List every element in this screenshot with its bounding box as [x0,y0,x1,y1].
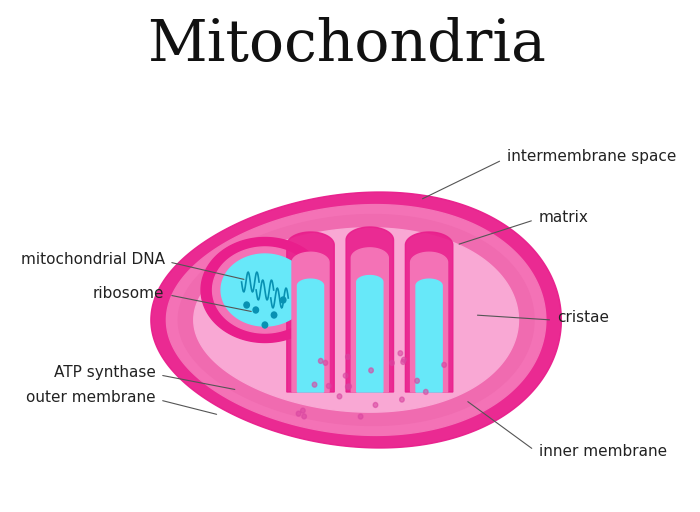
Polygon shape [298,279,323,392]
Circle shape [296,411,301,416]
Circle shape [302,414,307,419]
Circle shape [424,390,428,394]
Circle shape [312,382,317,387]
Circle shape [442,362,447,368]
Polygon shape [201,238,329,343]
Polygon shape [411,252,447,392]
Circle shape [402,357,406,362]
Text: ATP synthase: ATP synthase [54,366,155,380]
Polygon shape [292,252,329,392]
Polygon shape [194,228,519,412]
Circle shape [401,359,405,365]
Polygon shape [357,275,383,392]
Circle shape [300,408,305,413]
Circle shape [244,302,249,308]
Polygon shape [178,215,534,425]
Circle shape [400,397,404,402]
Circle shape [318,358,323,364]
Circle shape [415,378,419,383]
Text: intermembrane space: intermembrane space [507,150,676,164]
Circle shape [390,360,394,366]
Circle shape [346,354,350,359]
Text: Mitochondria: Mitochondria [148,17,547,73]
Polygon shape [221,254,309,326]
Circle shape [272,312,276,318]
Circle shape [346,384,350,389]
Text: mitochondrial DNA: mitochondrial DNA [20,252,164,267]
Circle shape [373,402,378,408]
Polygon shape [416,279,442,392]
Text: inner membrane: inner membrane [538,444,666,459]
Circle shape [369,368,373,373]
Circle shape [343,373,348,378]
Polygon shape [213,247,317,333]
Polygon shape [151,192,561,448]
Circle shape [323,360,328,366]
Polygon shape [351,248,388,392]
Circle shape [326,383,331,389]
Circle shape [398,351,402,356]
Polygon shape [287,232,334,392]
Polygon shape [346,227,393,392]
Text: cristae: cristae [556,310,609,326]
Polygon shape [167,205,546,435]
Polygon shape [405,232,453,392]
Circle shape [253,307,258,313]
Text: outer membrane: outer membrane [26,391,155,406]
Circle shape [358,414,363,419]
Circle shape [347,384,351,389]
Text: matrix: matrix [538,210,589,225]
Circle shape [337,394,342,399]
Text: ribosome: ribosome [93,286,164,301]
Circle shape [262,322,267,328]
Circle shape [281,297,286,303]
